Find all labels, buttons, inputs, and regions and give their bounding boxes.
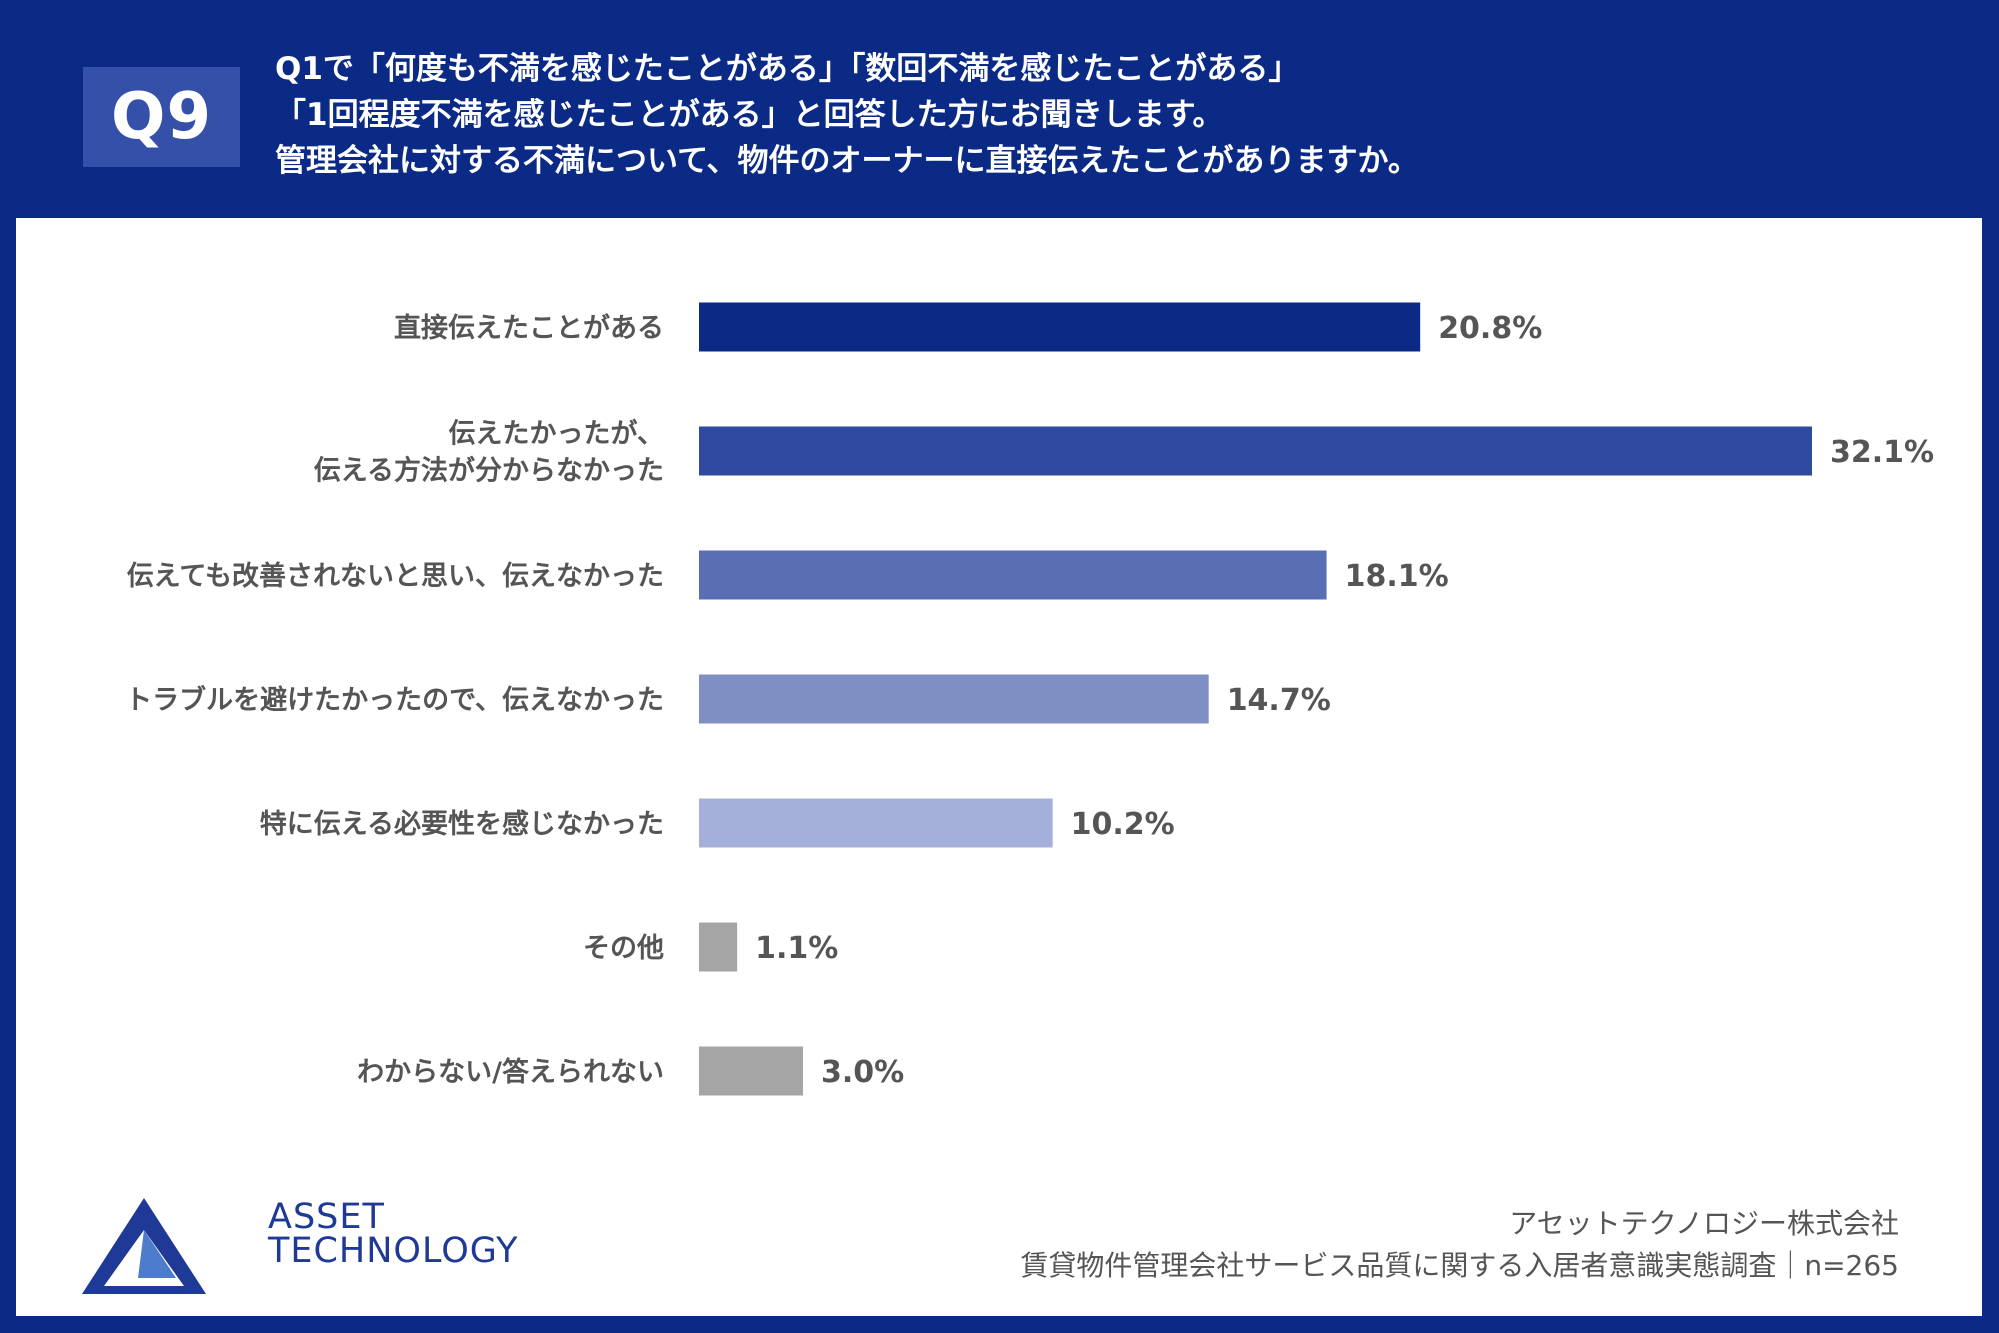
source-credit: アセットテクノロジー株式会社 賃貸物件管理会社サービス品質に関する入居者意識実態… [1020, 1203, 1899, 1287]
survey-name: 賃貸物件管理会社サービス品質に関する入居者意識実態調査｜n=265 [1020, 1249, 1899, 1282]
value-label-6: 1.1% [755, 931, 838, 966]
bar-5 [699, 798, 1053, 848]
chart-panel: 20.8% 直接伝えたことがある 32.1% 伝えたかったが、伝える方法が分からなかっ… [16, 218, 1982, 1316]
question-line-3: 管理会社に対する不満について、物件のオーナーに直接伝えたことがありますか。 [275, 143, 1419, 179]
category-label-3: 伝えても改善されないと思い、伝えなかった [127, 560, 664, 592]
question-text: Q1で「何度も不満を感じたことがある」「数回不満を感じたことがある」 「1回程度… [275, 46, 1915, 184]
category-label-2-line-2: 伝える方法が分からなかった [314, 455, 664, 487]
category-label-5: 特に伝える必要性を感じなかった [260, 808, 664, 840]
bar-6 [699, 922, 738, 972]
question-header: Q9 Q1で「何度も不満を感じたことがある」「数回不満を感じたことがある」 「1… [0, 0, 1999, 218]
value-label-1: 20.8% [1438, 311, 1542, 346]
value-label-4: 14.7% [1227, 683, 1331, 718]
logo-line-1: ASSET [268, 1197, 385, 1237]
category-label-6: その他 [583, 933, 664, 964]
category-label-2-line-1: 伝えたかったが、 [449, 418, 664, 450]
logo-line-2: TECHNOLOGY [268, 1231, 519, 1271]
logo-wordmark: ASSET TECHNOLOGY [268, 1197, 519, 1271]
value-label-2: 32.1% [1830, 435, 1934, 470]
company-logo: ASSET TECHNOLOGY [80, 1190, 600, 1302]
category-label-4: トラブルを避けたかったので、伝えなかった [125, 684, 664, 716]
value-label-5: 10.2% [1071, 807, 1175, 842]
question-line-2: 「1回程度不満を感じたことがある」と回答した方にお聞きします。 [275, 97, 1224, 133]
bar-3 [699, 550, 1327, 600]
question-line-1: Q1で「何度も不満を感じたことがある」「数回不満を感じたことがある」 [275, 51, 1300, 87]
bar-chart: 20.8% 直接伝えたことがある 32.1% 伝えたかったが、伝える方法が分からなかっ… [125, 302, 1934, 1096]
bar-1 [699, 302, 1421, 352]
category-label-7: わからない/答えられない [357, 1056, 664, 1088]
value-label-3: 18.1% [1345, 559, 1449, 594]
question-number-badge: Q9 [83, 67, 240, 167]
value-label-7: 3.0% [821, 1055, 904, 1090]
logo-triangle-icon [82, 1198, 206, 1294]
bar-7 [699, 1046, 804, 1096]
bar-4 [699, 674, 1209, 724]
category-label-1: 直接伝えたことがある [394, 312, 664, 344]
company-name: アセットテクノロジー株式会社 [1509, 1207, 1899, 1240]
bar-2 [699, 426, 1812, 476]
